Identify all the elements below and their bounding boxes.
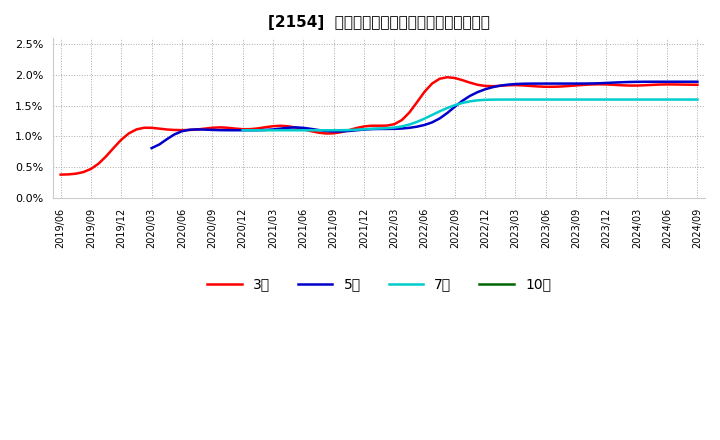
- 7年: [693, 97, 702, 102]
- 3年: [443, 74, 451, 80]
- 3年: [374, 123, 383, 128]
- 7年: [344, 128, 353, 133]
- 7年: [238, 128, 247, 133]
- 3年: [276, 123, 285, 128]
- 5年: [693, 79, 702, 84]
- 5年: [148, 146, 156, 151]
- Line: 3年: 3年: [60, 77, 698, 175]
- 5年: [329, 129, 338, 134]
- 3年: [56, 172, 65, 177]
- 7年: [518, 97, 527, 102]
- 7年: [397, 124, 406, 129]
- 3年: [253, 126, 262, 131]
- Line: 5年: 5年: [152, 82, 698, 148]
- 5年: [420, 122, 429, 128]
- 7年: [329, 128, 338, 133]
- 3年: [246, 127, 254, 132]
- Line: 7年: 7年: [243, 99, 698, 130]
- 7年: [640, 97, 649, 102]
- 3年: [663, 82, 672, 87]
- Title: [2154]  当期純利益マージンの標準偏差の推移: [2154] 当期純利益マージンの標準偏差の推移: [268, 15, 490, 30]
- 7年: [481, 97, 490, 103]
- 5年: [640, 79, 649, 84]
- 3年: [163, 127, 171, 132]
- 5年: [670, 79, 679, 84]
- 7年: [511, 97, 520, 102]
- 3年: [693, 82, 702, 88]
- 5年: [269, 127, 277, 132]
- Legend: 3年, 5年, 7年, 10年: 3年, 5年, 7年, 10年: [202, 272, 557, 297]
- 5年: [602, 80, 611, 85]
- 5年: [617, 80, 626, 85]
